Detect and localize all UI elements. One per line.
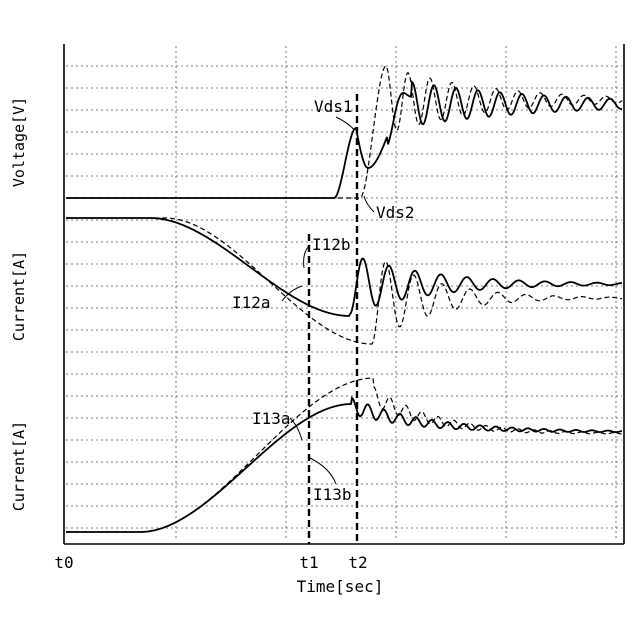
ylabel-voltage: Voltage[V] (10, 97, 28, 187)
label-i13a: I13a (252, 409, 291, 428)
xtick-t2: t2 (348, 553, 367, 572)
x-axis-label: Time[sec] (297, 577, 384, 596)
xtick-t1: t1 (299, 553, 318, 572)
grid (66, 46, 622, 540)
series-vds2-line (66, 66, 622, 198)
label-i12b: I12b (312, 235, 351, 254)
axes (64, 44, 624, 544)
time-markers (309, 94, 357, 544)
curves (66, 66, 622, 532)
series-i13a-line (66, 398, 622, 532)
ylabel-current-12: Current[A] (10, 251, 28, 341)
label-vds1: Vds1 (314, 97, 353, 116)
label-vds2: Vds2 (376, 203, 415, 222)
label-i13b: I13b (313, 485, 352, 504)
ylabel-current-13: Current[A] (10, 421, 28, 511)
leader-i12a (282, 286, 302, 301)
label-i12a: I12a (232, 293, 271, 312)
leader-vds1 (336, 117, 354, 130)
xtick-t0: t0 (54, 553, 73, 572)
series-i13b-line (66, 378, 622, 532)
